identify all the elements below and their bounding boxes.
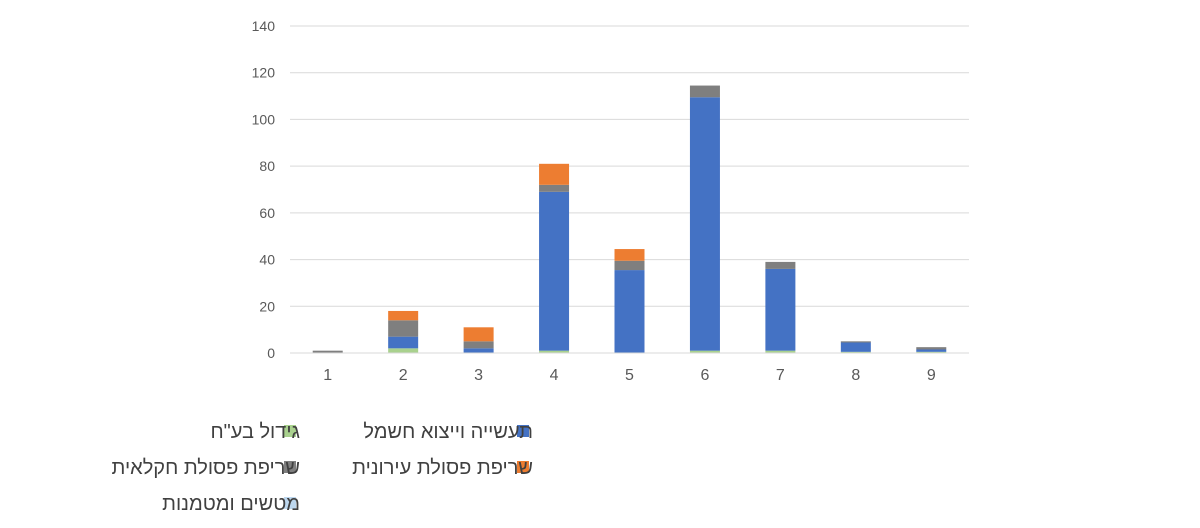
bar-segment-1-cat-4 [539,350,570,353]
bar-segment-4-cat-3 [463,327,494,342]
bar-segment-4-cat-2 [388,310,419,321]
bar-segment-3-cat-3 [463,341,494,349]
legend-label: שריפת פסולת חקלאית [112,457,300,479]
bar-segment-3-cat-1 [312,350,343,353]
legend-label: מטשים ומטמנות [162,493,300,515]
y-tick-label: 120 [252,65,276,81]
x-tick-label: 2 [399,367,408,384]
bar-segment-2-cat-3 [463,348,494,353]
x-tick-label: 3 [474,367,483,384]
x-tick-label: 9 [927,367,936,384]
legend-swatch [284,497,296,509]
bar-segment-2-cat-7 [765,268,796,351]
bar-segment-3-cat-4 [539,184,570,192]
x-tick-label: 1 [323,367,332,384]
bar-segment-1-cat-8 [840,351,871,353]
legend-label: תעשייה וייצוא חשמל [363,421,533,443]
bar-segment-1-cat-2 [388,348,419,353]
y-axis-tick-labels: 0 20 40 60 80 100 120 140 [252,18,276,361]
bar-segment-2-cat-5 [614,270,645,353]
y-tick-label: 20 [259,298,275,314]
bar-segment-2-cat-4 [539,191,570,351]
bar-segment-1-cat-7 [765,350,796,353]
bar-segment-1-cat-6 [689,350,720,353]
legend-label: גידול בע"ח [210,421,300,443]
x-tick-label: 5 [625,367,634,384]
legend-swatch [517,425,529,437]
bar-segment-3-cat-5 [614,260,645,271]
bar-segment-2-cat-2 [388,336,419,349]
bar-segment-4-cat-4 [539,163,570,185]
bar-segment-2-cat-6 [689,97,720,351]
x-tick-label: 6 [700,367,709,384]
bar-segment-4-cat-5 [614,249,645,261]
y-tick-label: 100 [252,111,276,127]
bars [312,85,947,353]
legend-swatch [284,425,296,437]
legend-label: שריפת פסולת עירונית [352,457,533,479]
x-tick-label: 8 [851,367,860,384]
bar-segment-1-cat-9 [916,351,947,353]
bar-segment-3-cat-9 [916,347,947,350]
bar-segment-3-cat-2 [388,320,419,337]
bar-segment-2-cat-8 [840,342,871,352]
gridlines [290,25,969,307]
x-axis-tick-labels: 1 2 3 4 5 6 7 8 9 [323,367,936,384]
y-tick-label: 40 [259,252,275,268]
y-tick-label: 140 [252,18,276,34]
bar-segment-2-cat-9 [916,349,947,352]
bar-segment-3-cat-7 [765,261,796,269]
legend: גידול בע"ח תעשייה וייצוא חשמל שריפת פסולת … [112,421,533,515]
x-tick-label: 4 [550,367,559,384]
legend-swatch [517,461,529,473]
legend-swatch [284,461,296,473]
y-tick-label: 80 [259,158,275,174]
x-tick-label: 7 [776,367,785,384]
bar-segment-3-cat-8 [840,341,871,343]
y-tick-label: 0 [267,345,275,361]
y-tick-label: 60 [259,205,275,221]
bar-segment-3-cat-6 [689,85,720,98]
